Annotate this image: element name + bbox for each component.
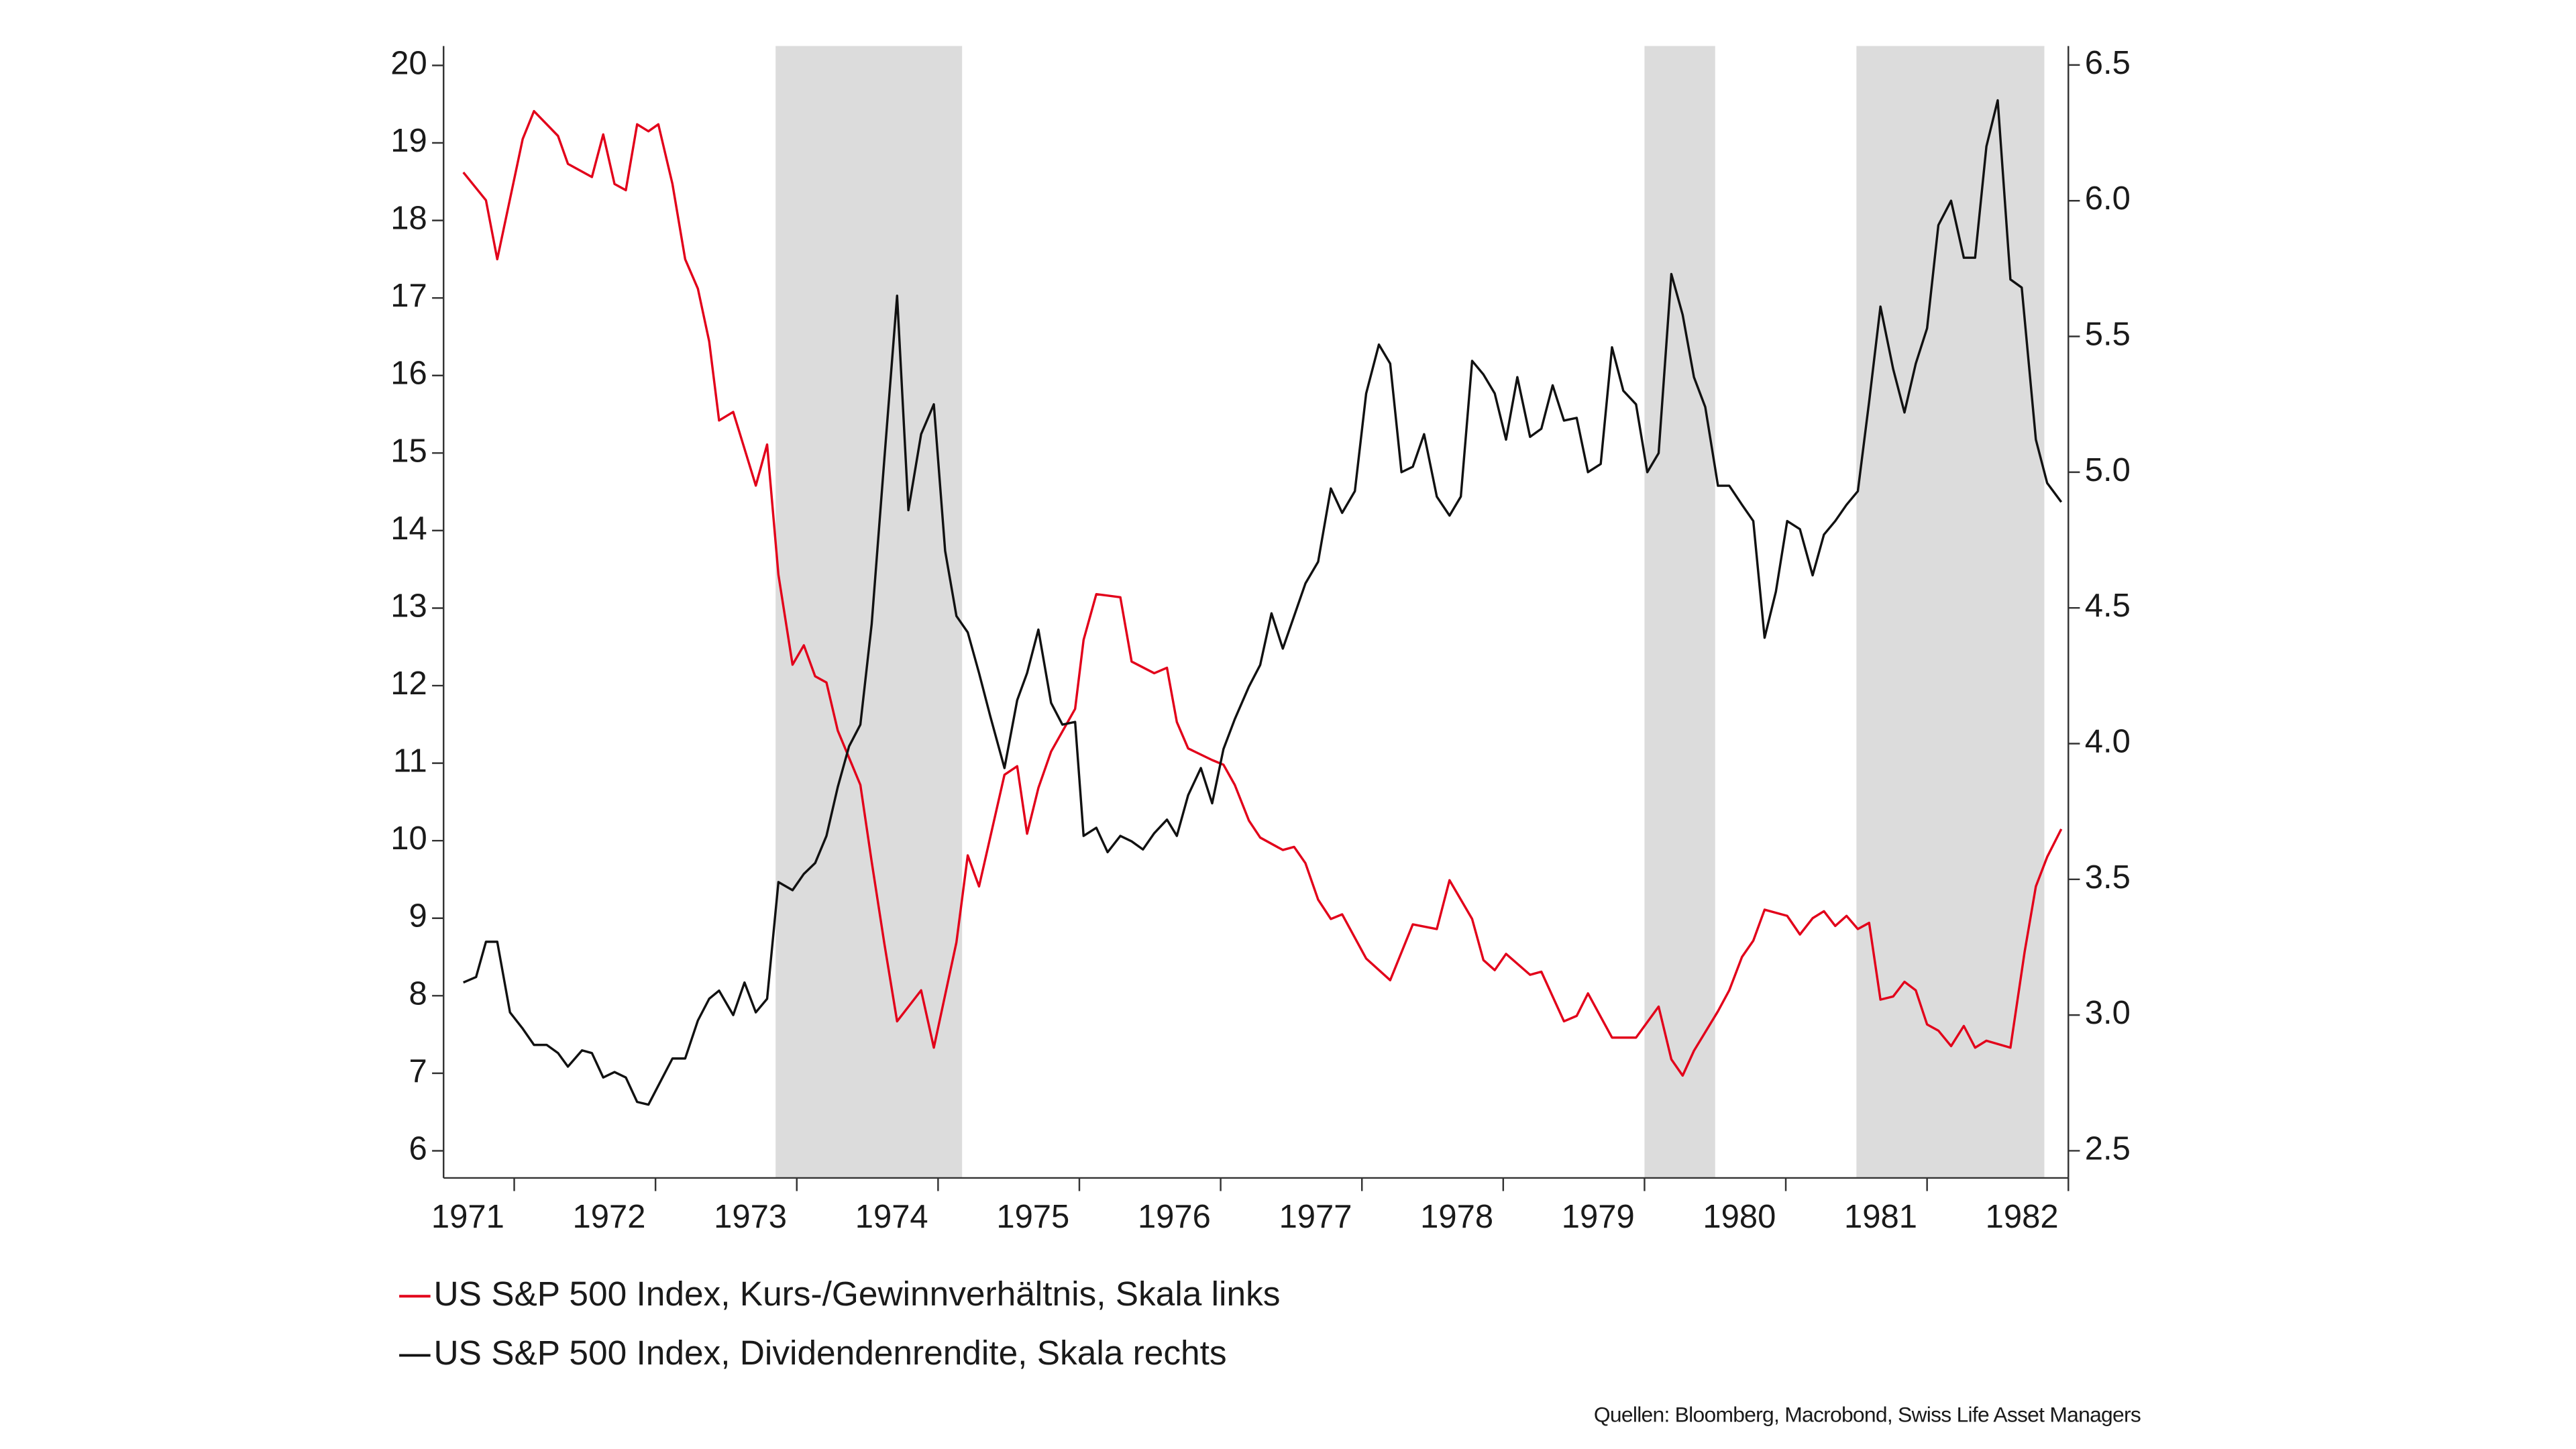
x-tick-label: 1979	[1562, 1199, 1635, 1235]
x-tick-label: 1982	[1986, 1199, 2059, 1235]
x-tick-label: 1975	[996, 1199, 1069, 1235]
x-tick-label: 1978	[1420, 1199, 1493, 1235]
y2-tick-label: 6.0	[2085, 180, 2131, 217]
shaded-period	[1644, 46, 1715, 1178]
y-tick-label: 11	[393, 743, 427, 780]
x-tick-label: 1972	[573, 1199, 646, 1235]
legend-label: US S&P 500 Index, Dividendenrendite, Ska…	[434, 1333, 1227, 1372]
source-note: Quellen: Bloomberg, Macrobond, Swiss Lif…	[1594, 1402, 2141, 1426]
y-tick-label: 20	[390, 45, 427, 81]
y-tick-label: 18	[390, 201, 427, 237]
y2-tick-label: 5.0	[2085, 452, 2131, 488]
x-tick-label: 1971	[431, 1199, 504, 1235]
y-tick-label: 15	[390, 433, 427, 469]
y-tick-label: 7	[409, 1053, 427, 1089]
x-tick-label: 1974	[855, 1199, 928, 1235]
y-tick-label: 8	[409, 975, 427, 1012]
y-tick-label: 9	[409, 898, 427, 934]
y-tick-label: 12	[390, 665, 427, 702]
x-tick-label: 1973	[714, 1199, 787, 1235]
y-tick-label: 17	[390, 278, 427, 314]
y-tick-label: 13	[390, 588, 427, 624]
shaded-period	[775, 46, 963, 1178]
y2-tick-label: 4.5	[2085, 588, 2131, 624]
y2-tick-label: 5.5	[2085, 316, 2131, 352]
y2-tick-label: 3.0	[2085, 995, 2131, 1031]
x-tick-label: 1976	[1138, 1199, 1211, 1235]
shaded-period	[1856, 46, 2045, 1178]
y2-tick-label: 4.0	[2085, 723, 2131, 759]
y2-tick-label: 2.5	[2085, 1130, 2131, 1167]
legend-label: US S&P 500 Index, Kurs-/Gewinnverhältnis…	[434, 1274, 1281, 1313]
x-tick-label: 1980	[1703, 1199, 1776, 1235]
y-tick-label: 16	[390, 356, 427, 392]
x-tick-label: 1977	[1279, 1199, 1352, 1235]
y2-tick-label: 3.5	[2085, 859, 2131, 896]
series-line	[463, 99, 2063, 1106]
y2-tick-label: 6.5	[2085, 45, 2131, 81]
series-line	[462, 109, 2063, 1077]
y-tick-label: 10	[390, 820, 427, 857]
x-tick-label: 1981	[1844, 1199, 1917, 1235]
y-tick-label: 6	[409, 1130, 427, 1167]
y-tick-label: 14	[390, 511, 427, 547]
y-tick-label: 19	[390, 123, 427, 159]
